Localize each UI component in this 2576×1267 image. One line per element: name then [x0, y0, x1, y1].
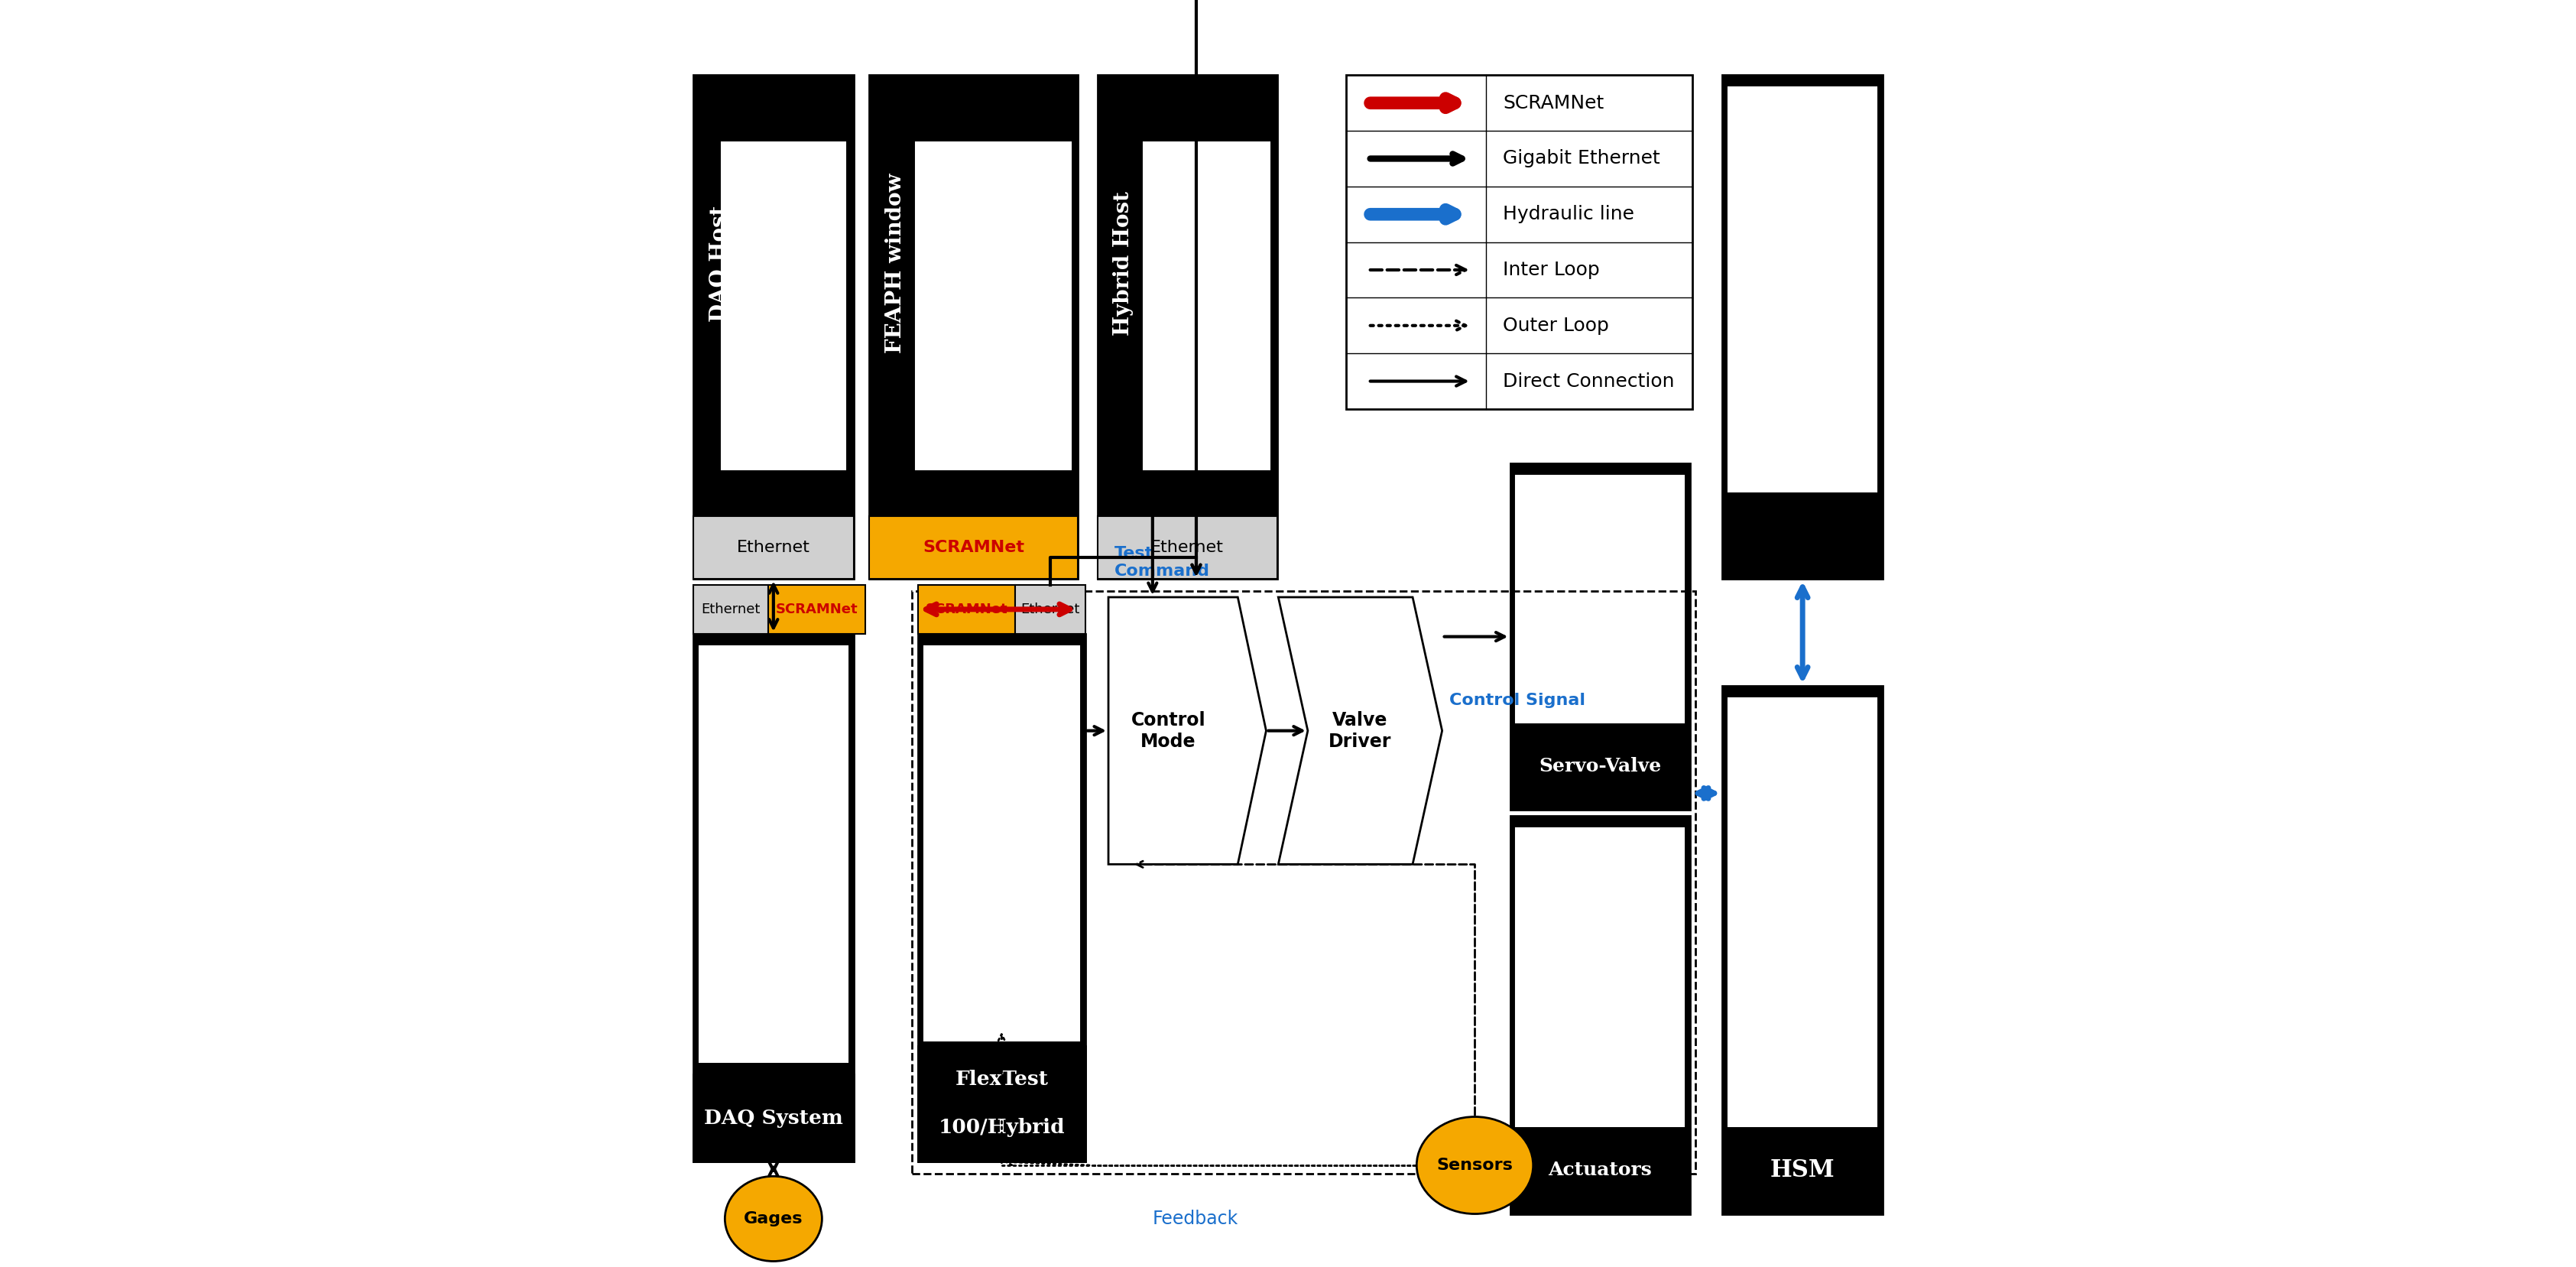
FancyBboxPatch shape — [1097, 516, 1278, 579]
Text: SCRAMNet: SCRAMNet — [925, 602, 1007, 616]
Text: SCRAMNet: SCRAMNet — [775, 602, 858, 616]
FancyBboxPatch shape — [1144, 142, 1270, 470]
FancyBboxPatch shape — [1347, 75, 1692, 409]
Text: HSM: HSM — [1770, 1158, 1834, 1182]
FancyBboxPatch shape — [693, 585, 768, 634]
Text: Ethernet: Ethernet — [701, 602, 760, 616]
FancyBboxPatch shape — [701, 646, 848, 1062]
Text: Control
Mode: Control Mode — [1131, 711, 1206, 750]
Text: HPU: HPU — [1772, 101, 1832, 125]
FancyBboxPatch shape — [868, 516, 1077, 579]
FancyBboxPatch shape — [693, 1074, 853, 1162]
Text: FEAPH window: FEAPH window — [886, 174, 907, 353]
Text: DAQ Host: DAQ Host — [708, 205, 729, 322]
Text: Outer Loop: Outer Loop — [1502, 317, 1610, 334]
Ellipse shape — [1417, 1116, 1533, 1214]
Text: 100/Hybrid: 100/Hybrid — [938, 1119, 1064, 1138]
Text: Sensors: Sensors — [1437, 1158, 1512, 1173]
FancyBboxPatch shape — [693, 516, 853, 579]
Text: Hydraulic line: Hydraulic line — [1502, 205, 1633, 223]
FancyBboxPatch shape — [1097, 75, 1278, 579]
FancyBboxPatch shape — [1510, 464, 1690, 810]
FancyBboxPatch shape — [914, 142, 1072, 470]
FancyBboxPatch shape — [1517, 476, 1685, 722]
FancyBboxPatch shape — [1723, 75, 1883, 579]
FancyBboxPatch shape — [868, 75, 1077, 579]
Text: Hybrid Host: Hybrid Host — [1113, 191, 1133, 336]
Text: Direct Connection: Direct Connection — [1502, 372, 1674, 390]
Text: DAQ System: DAQ System — [703, 1109, 842, 1128]
Text: Gages: Gages — [744, 1211, 804, 1226]
FancyBboxPatch shape — [1728, 698, 1875, 1126]
Text: FlexTest: FlexTest — [956, 1069, 1048, 1088]
FancyBboxPatch shape — [917, 1047, 1084, 1162]
Ellipse shape — [724, 1176, 822, 1261]
Polygon shape — [1278, 597, 1443, 864]
Text: SCRAMNet: SCRAMNet — [1502, 94, 1605, 113]
Text: SCRAMNet: SCRAMNet — [922, 540, 1025, 555]
Text: Valve
Driver: Valve Driver — [1329, 711, 1391, 750]
Text: Ethernet: Ethernet — [1151, 540, 1224, 555]
Text: Control Signal: Control Signal — [1450, 693, 1584, 708]
FancyBboxPatch shape — [693, 75, 853, 579]
Text: Test
Command: Test Command — [1115, 546, 1211, 579]
Text: Inter Loop: Inter Loop — [1502, 261, 1600, 279]
FancyBboxPatch shape — [917, 585, 1015, 634]
FancyBboxPatch shape — [925, 646, 1079, 1040]
Text: Feedback: Feedback — [1151, 1210, 1239, 1228]
Text: Ethernet: Ethernet — [1020, 602, 1079, 616]
FancyBboxPatch shape — [1510, 816, 1690, 1214]
FancyBboxPatch shape — [1015, 585, 1084, 634]
FancyBboxPatch shape — [917, 634, 1084, 1162]
FancyBboxPatch shape — [1723, 685, 1883, 1214]
Text: Actuators: Actuators — [1548, 1161, 1651, 1180]
Text: Servo-Valve: Servo-Valve — [1538, 756, 1662, 775]
FancyBboxPatch shape — [693, 634, 853, 1162]
FancyBboxPatch shape — [1517, 827, 1685, 1126]
FancyBboxPatch shape — [721, 142, 845, 470]
Text: Ethernet: Ethernet — [737, 540, 809, 555]
FancyBboxPatch shape — [1728, 87, 1875, 492]
Text: Gigabit Ethernet: Gigabit Ethernet — [1502, 150, 1659, 167]
FancyBboxPatch shape — [768, 585, 866, 634]
Polygon shape — [1108, 597, 1267, 864]
